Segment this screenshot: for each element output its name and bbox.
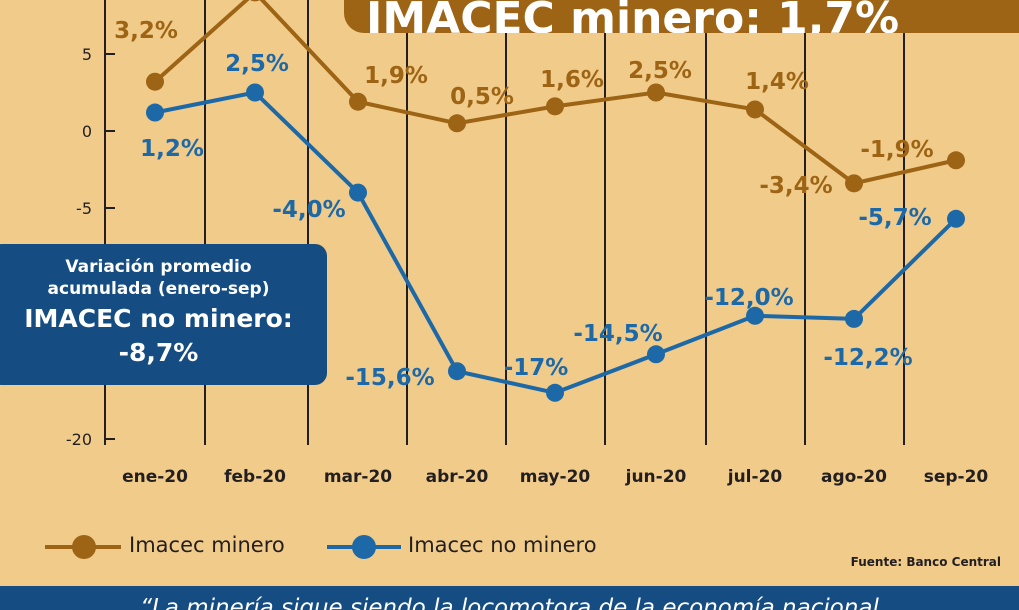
callout-line-1: Variación promedio <box>65 257 252 277</box>
x-tick-label: sep-20 <box>924 467 989 487</box>
callout-line-3: IMACEC no minero: <box>24 304 293 333</box>
data-point <box>546 383 564 402</box>
data-label: -1,9% <box>860 137 933 163</box>
data-point <box>448 114 466 133</box>
data-point <box>746 306 764 325</box>
legend-dot-minero <box>72 535 96 559</box>
x-tick-label: jun-20 <box>625 467 687 487</box>
chart-title: IMACEC minero: 1,7% <box>344 0 1019 33</box>
callout-box: Variación promedio acumulada (enero-sep)… <box>0 244 327 385</box>
legend-dot-no-minero <box>352 535 376 559</box>
data-label: 1,2% <box>140 136 204 162</box>
chart-series <box>146 0 965 402</box>
data-label: 1,6% <box>540 67 604 93</box>
data-point <box>546 97 564 116</box>
data-point <box>746 100 764 119</box>
data-point <box>647 345 665 364</box>
x-tick-label: abr-20 <box>426 467 489 487</box>
data-point <box>947 209 965 228</box>
callout-value: -8,7% <box>118 338 199 367</box>
data-label: -12,0% <box>704 285 793 311</box>
x-tick-label: mar-20 <box>324 467 392 487</box>
x-tick-label: feb-20 <box>224 467 286 487</box>
source-note: Fuente: Banco Central <box>850 555 1001 569</box>
x-tick-label: ago-20 <box>821 467 887 487</box>
data-point <box>250 0 260 2</box>
x-tick-label: ene-20 <box>122 467 188 487</box>
callout-line-2: acumulada (enero-sep) <box>47 279 270 299</box>
data-label: 1,9% <box>364 63 428 89</box>
data-label: 1,4% <box>745 69 809 95</box>
x-tick-label: may-20 <box>520 467 591 487</box>
data-label: 3,2% <box>114 18 178 44</box>
data-point <box>146 72 164 91</box>
data-point <box>448 362 466 381</box>
data-point <box>349 183 367 202</box>
y-tick-label: 5 <box>82 45 92 64</box>
data-label: -15,6% <box>345 365 434 391</box>
data-label: -14,5% <box>573 321 662 347</box>
data-point <box>947 151 965 170</box>
data-label: 2,5% <box>628 58 692 84</box>
data-point <box>349 92 367 111</box>
legend-label-minero: Imacec minero <box>129 533 285 557</box>
chart-axes: 5 0 -5 -20 ene-20 feb-20 mar-20 abr-20 may-20 jun… <box>66 0 989 487</box>
data-point <box>246 83 264 102</box>
data-point <box>845 174 863 193</box>
legend-label-no-minero: Imacec no minero <box>408 533 597 557</box>
data-label: 0,5% <box>450 84 514 110</box>
data-point <box>845 309 863 328</box>
y-tick-label: -5 <box>76 199 92 218</box>
legend-markers <box>45 535 401 559</box>
chart-data-labels: 3,2% 1,9% 0,5% 1,6% 2,5% 1,4% -3,4% -1,9% 1,2% 2,… <box>114 18 934 391</box>
data-label: -17% <box>504 355 569 381</box>
footer-quote: “La minería sigue siendo la locomotora d… <box>0 586 1019 610</box>
data-label: -12,2% <box>823 345 912 371</box>
y-tick-label: 0 <box>82 122 92 141</box>
y-tick-label: -20 <box>66 430 92 449</box>
data-label: -3,4% <box>759 173 832 199</box>
data-label: -5,7% <box>858 205 931 231</box>
data-label: -4,0% <box>272 197 345 223</box>
data-point <box>647 83 665 102</box>
x-tick-label: jul-20 <box>727 467 783 487</box>
data-label: 2,5% <box>225 51 289 77</box>
data-point <box>146 103 164 122</box>
